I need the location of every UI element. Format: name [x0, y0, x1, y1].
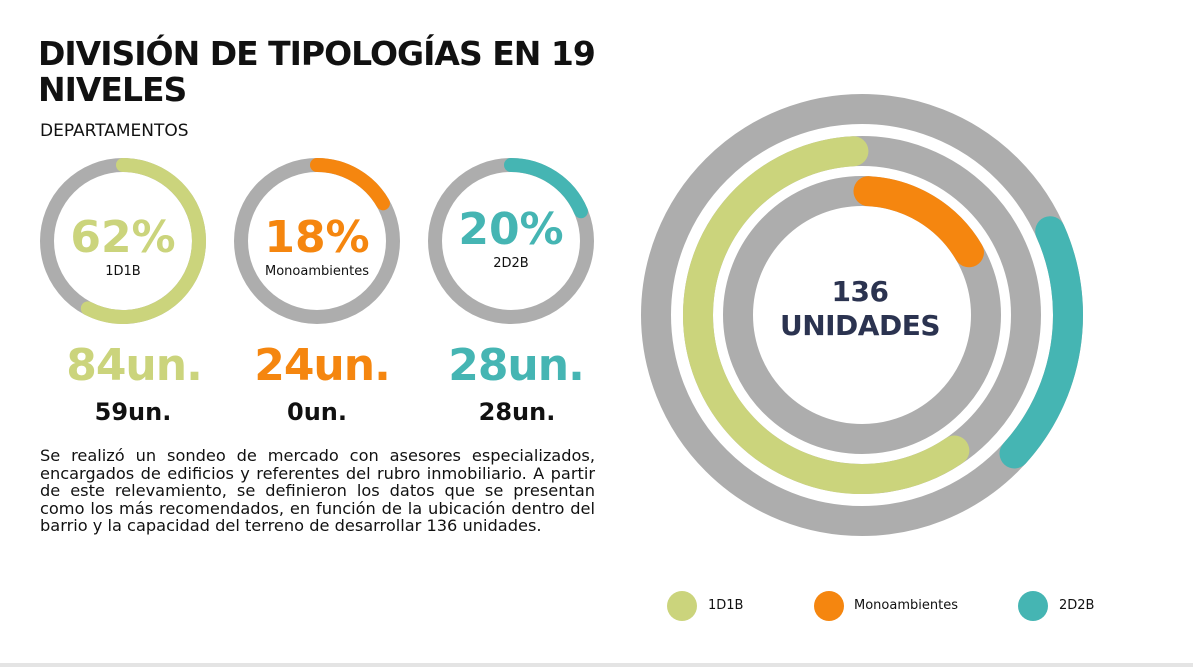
donut-2d2b-category: 2D2B [493, 256, 529, 271]
legend-label-2d2b: 2D2B [1059, 598, 1095, 613]
ring-center-label: 136 UNIDADES [760, 275, 960, 343]
donut-1d1b-category: 1D1B [105, 264, 141, 279]
donut-2d2b-percent: 20% [458, 204, 564, 255]
ring-arc-monoambientes [853, 176, 984, 268]
donut-1d1b-arc [80, 158, 206, 324]
donut-monoambientes-category: Monoambientes [265, 264, 369, 279]
donut-monoambientes-percent: 18% [264, 212, 370, 263]
small-donuts [40, 158, 594, 324]
ring-center-text: UNIDADES [779, 309, 941, 342]
units-secondary-2d2b: 28un. [478, 398, 556, 426]
donut-monoambientes-label: 18% Monoambientes [232, 212, 402, 280]
big-ring-chart [641, 94, 1083, 536]
bottom-divider [0, 663, 1193, 667]
legend-label-1d1b: 1D1B [708, 598, 744, 613]
ring-arc-2d2b [999, 216, 1083, 469]
donut-1d1b-percent: 62% [70, 212, 176, 263]
ring-center-number: 136 [831, 275, 889, 308]
donut-2d2b-arc [504, 158, 588, 219]
page-title: DIVISIÓN DE TIPOLOGÍAS EN 19 NIVELES [38, 34, 596, 109]
legend-label-monoambientes: Monoambientes [854, 598, 958, 613]
units-1d1b: 84un. [66, 340, 203, 391]
legend-dot-1d1b [667, 591, 697, 621]
donut-2d2b-label: 20% 2D2B [426, 204, 596, 272]
page-subtitle: DEPARTAMENTOS [40, 121, 189, 141]
units-secondary-1d1b: 59un. [94, 398, 172, 426]
legend-dot-2d2b [1018, 591, 1048, 621]
units-secondary-monoambientes: 0un. [287, 398, 347, 426]
description-paragraph: Se realizó un sondeo de mercado con ases… [40, 446, 595, 535]
units-monoambientes: 24un. [254, 340, 391, 391]
donut-monoambientes-arc [310, 158, 390, 211]
legend-dot-monoambientes [814, 591, 844, 621]
units-2d2b: 28un. [448, 340, 585, 391]
donut-1d1b-label: 62% 1D1B [38, 212, 208, 280]
ring-arc-1d1b [683, 136, 970, 494]
